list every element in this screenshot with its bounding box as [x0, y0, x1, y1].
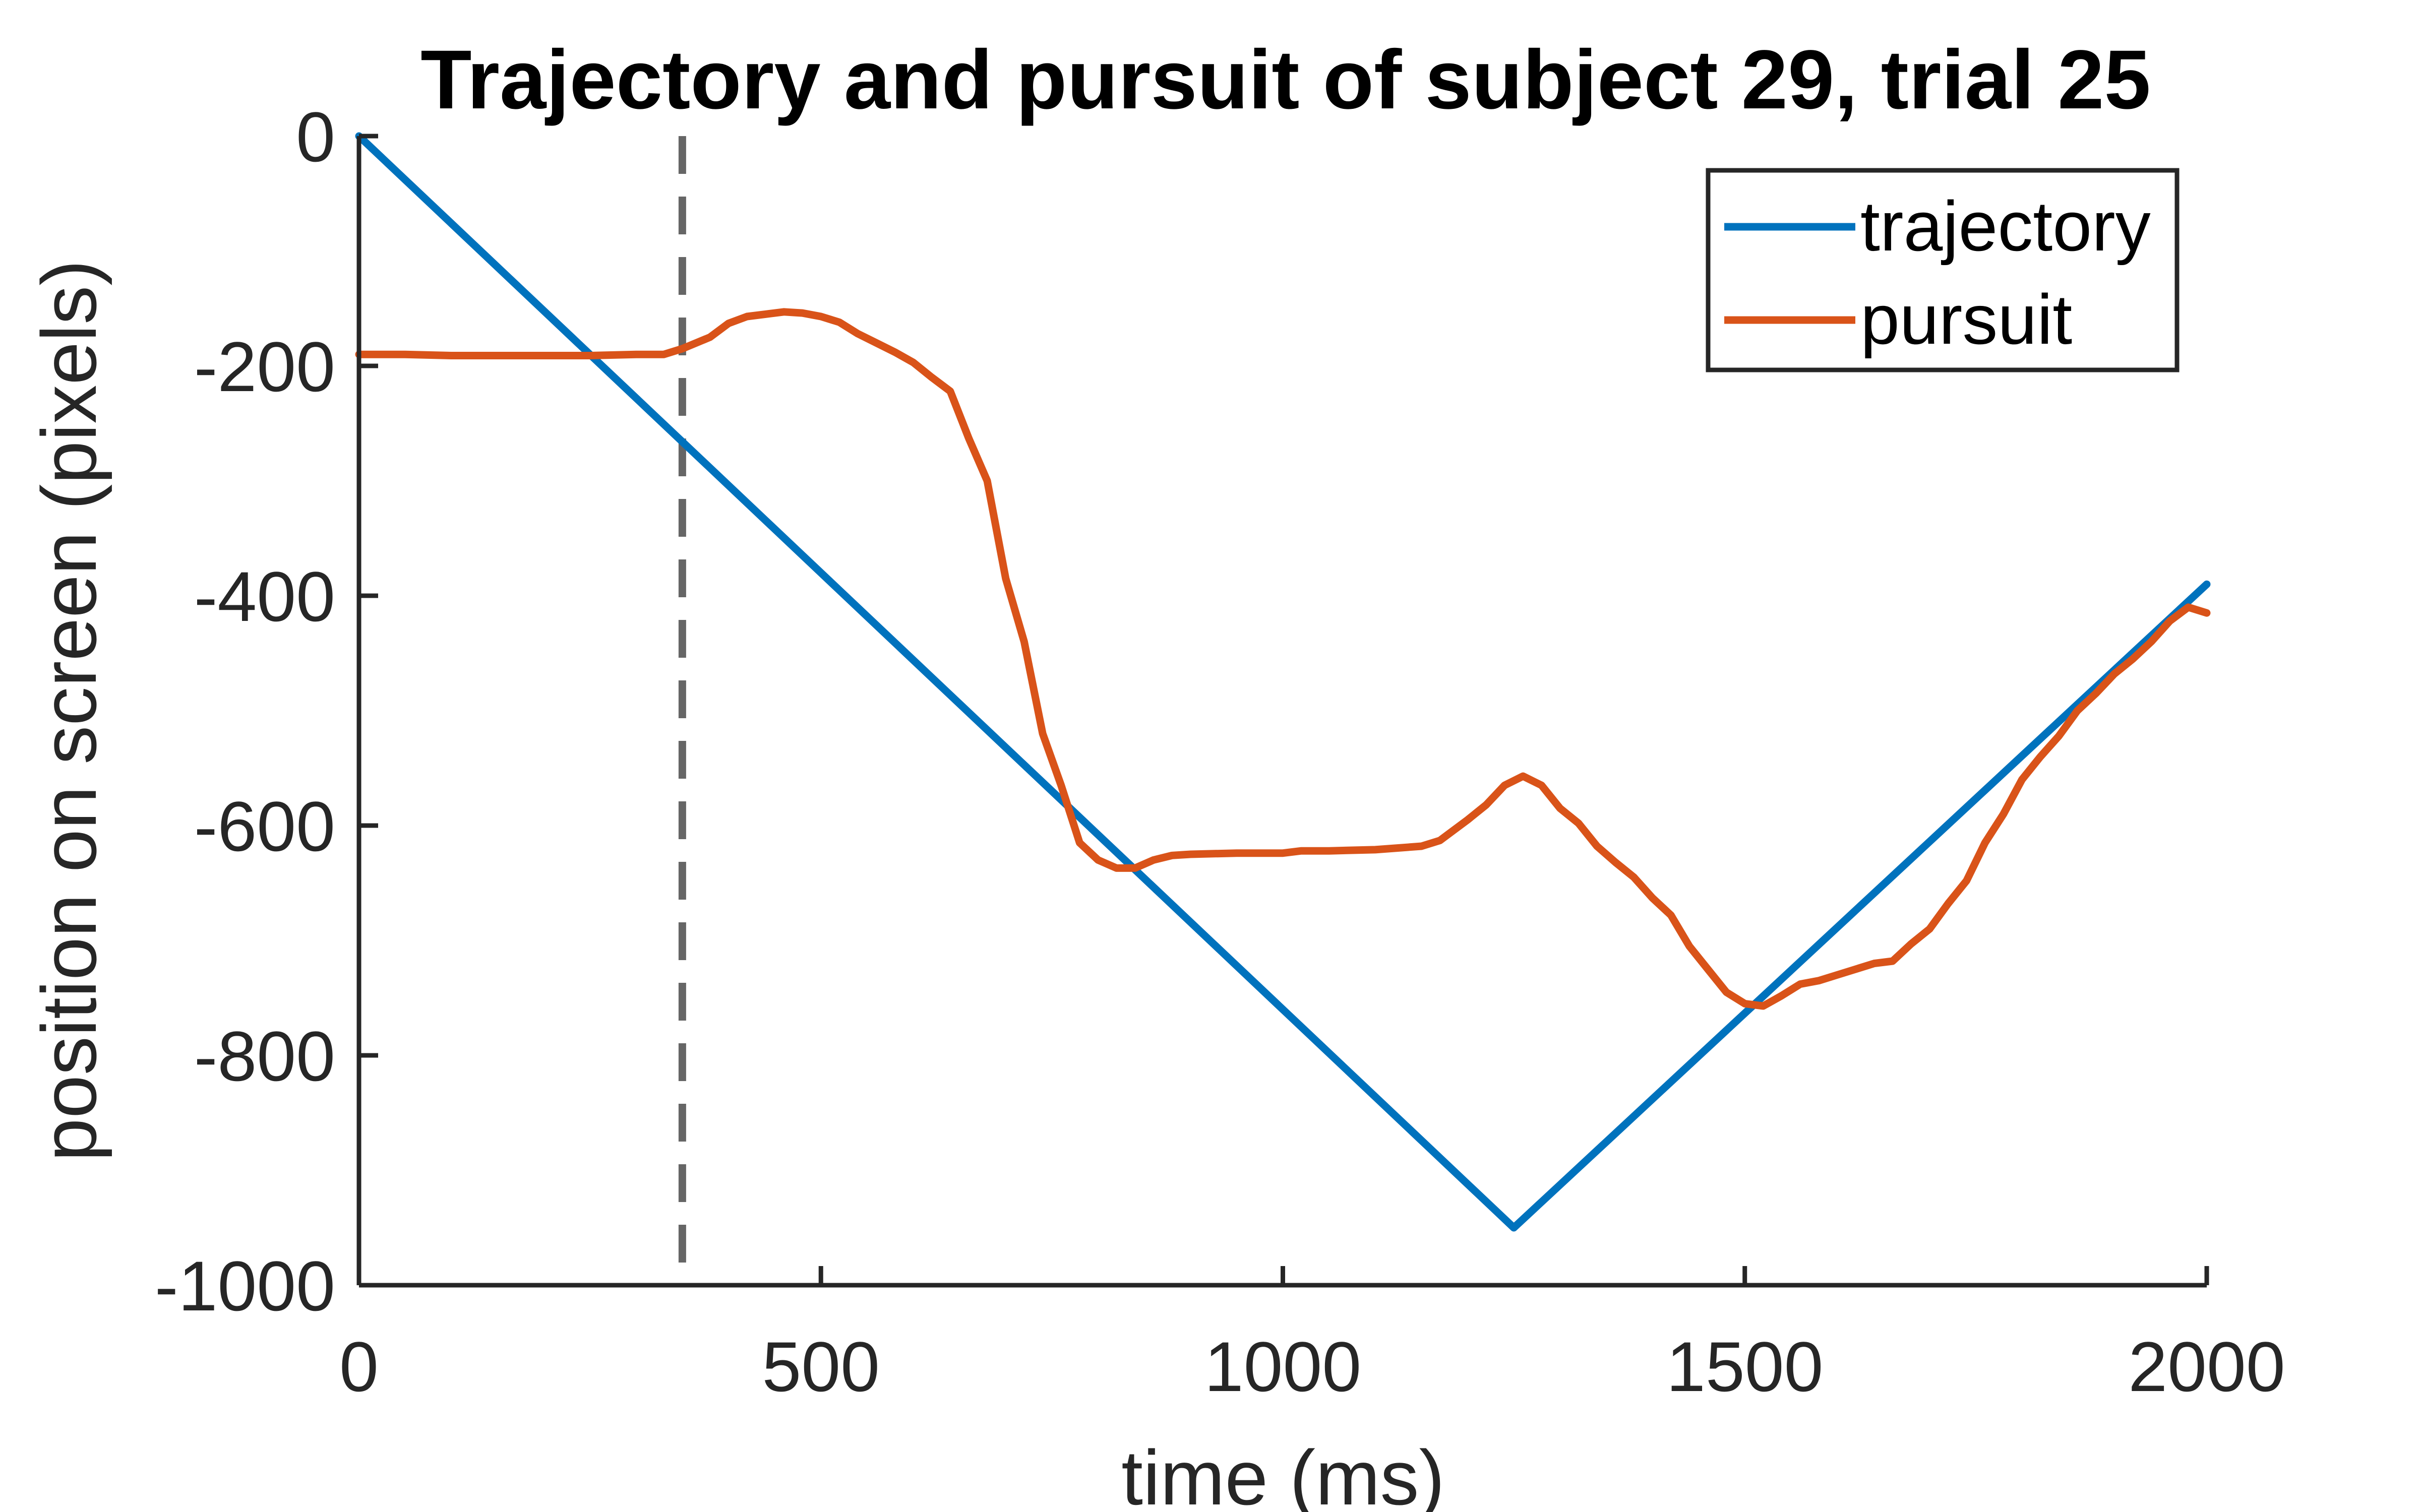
chart-title: Trajectory and pursuit of subject 29, tr…: [420, 33, 2151, 127]
y-tick-label: 0: [296, 97, 335, 176]
legend-label-trajectory: trajectory: [1860, 186, 2151, 266]
x-axis-ticks: 0 500 1000 1500 2000: [339, 1266, 2285, 1406]
x-axis-label: time (ms): [1121, 1434, 1445, 1512]
x-tick-label: 500: [762, 1327, 880, 1406]
y-tick-label: -200: [194, 327, 335, 406]
y-tick-label: -600: [194, 787, 335, 866]
y-tick-label: -400: [194, 557, 335, 636]
y-axis-label: position on screen (pixels): [26, 260, 112, 1162]
legend: trajectory pursuit: [1706, 168, 2180, 372]
x-tick-label: 2000: [2128, 1327, 2285, 1406]
y-tick-label: -800: [194, 1017, 335, 1096]
series-line-pursuit: [355, 308, 2211, 1010]
y-axis-ticks: 0 -200 -400 -600 -800 -1000: [155, 97, 378, 1326]
legend-label-pursuit: pursuit: [1860, 280, 2072, 359]
x-tick-label: 1500: [1666, 1327, 1823, 1406]
series-line-trajectory: [355, 132, 2211, 1232]
y-tick-label: -1000: [155, 1246, 335, 1326]
x-tick-label: 1000: [1204, 1327, 1361, 1406]
plot-area: [355, 132, 2211, 1285]
legend-box: [1706, 168, 2180, 372]
x-tick-label: 0: [339, 1327, 379, 1406]
